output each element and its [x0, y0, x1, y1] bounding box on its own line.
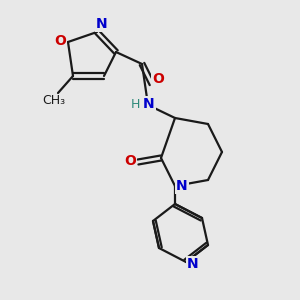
Text: N: N [176, 179, 188, 193]
Text: O: O [124, 154, 136, 168]
Text: N: N [143, 97, 155, 111]
Text: O: O [54, 34, 66, 48]
Text: O: O [152, 72, 164, 86]
Text: H: H [130, 98, 140, 110]
Text: N: N [187, 257, 199, 271]
Text: N: N [96, 17, 108, 31]
Text: CH₃: CH₃ [42, 94, 66, 107]
